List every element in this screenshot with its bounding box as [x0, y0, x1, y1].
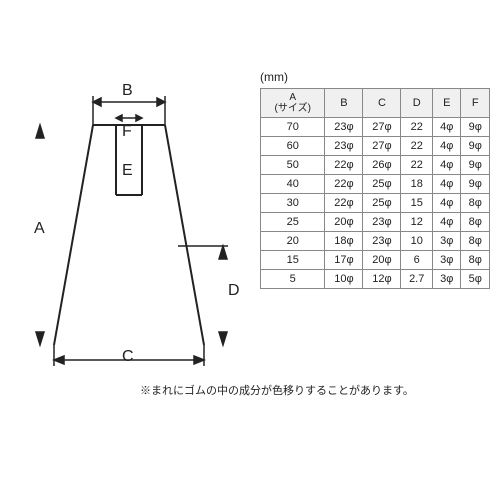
table-cell: 4φ — [433, 156, 461, 175]
table-cell: 15 — [401, 194, 433, 213]
table-cell: 15 — [261, 251, 325, 270]
table-row: 6023φ27φ224φ9φ — [261, 137, 490, 156]
table-cell: 18 — [401, 175, 433, 194]
diagram-svg — [18, 80, 248, 370]
table-row: 7023φ27φ224φ9φ — [261, 118, 490, 137]
table-cell: 23φ — [325, 137, 363, 156]
label-C: C — [122, 348, 134, 366]
dimension-table: A(サイズ) B C D E F 7023φ27φ224φ9φ6023φ27φ2… — [260, 88, 490, 289]
table-cell: 22 — [401, 156, 433, 175]
table-cell: 40 — [261, 175, 325, 194]
table-cell: 2.7 — [401, 270, 433, 289]
table-cell: 8φ — [461, 213, 490, 232]
table-cell: 25φ — [363, 175, 401, 194]
table-row: 2018φ23φ103φ8φ — [261, 232, 490, 251]
table-cell: 17φ — [325, 251, 363, 270]
unit-label: (mm) — [260, 70, 490, 84]
table-row: 4022φ25φ184φ9φ — [261, 175, 490, 194]
table-cell: 20φ — [325, 213, 363, 232]
table-cell: 5φ — [461, 270, 490, 289]
table-cell: 3φ — [433, 270, 461, 289]
footnote: ※まれにゴムの中の成分が色移りすることがあります。 — [140, 382, 414, 398]
table-cell: 4φ — [433, 213, 461, 232]
table-row: 3022φ25φ154φ8φ — [261, 194, 490, 213]
col-A: A(サイズ) — [261, 89, 325, 118]
label-A: A — [34, 220, 45, 238]
table-row: 1517φ20φ63φ8φ — [261, 251, 490, 270]
table-cell: 22φ — [325, 156, 363, 175]
col-C: C — [363, 89, 401, 118]
table-cell: 22φ — [325, 194, 363, 213]
table-cell: 60 — [261, 137, 325, 156]
dimension-table-block: (mm) A(サイズ) B C D E F 7023φ27φ224φ9φ6023… — [260, 70, 490, 289]
table-cell: 30 — [261, 194, 325, 213]
table-cell: 3φ — [433, 251, 461, 270]
col-B: B — [325, 89, 363, 118]
table-cell: 50 — [261, 156, 325, 175]
table-cell: 9φ — [461, 137, 490, 156]
table-cell: 8φ — [461, 251, 490, 270]
col-F: F — [461, 89, 490, 118]
table-cell: 25φ — [363, 194, 401, 213]
table-cell: 9φ — [461, 175, 490, 194]
label-B: B — [122, 82, 133, 100]
table-cell: 4φ — [433, 194, 461, 213]
table-cell: 18φ — [325, 232, 363, 251]
label-D: D — [228, 282, 240, 300]
table-header-row: A(サイズ) B C D E F — [261, 89, 490, 118]
table-cell: 12φ — [363, 270, 401, 289]
dimension-diagram: A B C D E F — [18, 80, 248, 370]
table-cell: 10φ — [325, 270, 363, 289]
table-row: 2520φ23φ124φ8φ — [261, 213, 490, 232]
table-cell: 9φ — [461, 156, 490, 175]
table-cell: 9φ — [461, 118, 490, 137]
table-cell: 4φ — [433, 175, 461, 194]
table-cell: 4φ — [433, 137, 461, 156]
col-D: D — [401, 89, 433, 118]
table-cell: 4φ — [433, 118, 461, 137]
table-cell: 6 — [401, 251, 433, 270]
label-F: F — [122, 123, 132, 141]
col-E: E — [433, 89, 461, 118]
table-cell: 8φ — [461, 194, 490, 213]
table-cell: 23φ — [325, 118, 363, 137]
table-cell: 22φ — [325, 175, 363, 194]
table-cell: 23φ — [363, 213, 401, 232]
table-cell: 3φ — [433, 232, 461, 251]
table-cell: 22 — [401, 137, 433, 156]
table-row: 510φ12φ2.73φ5φ — [261, 270, 490, 289]
table-row: 5022φ26φ224φ9φ — [261, 156, 490, 175]
table-cell: 25 — [261, 213, 325, 232]
table-cell: 8φ — [461, 232, 490, 251]
table-cell: 23φ — [363, 232, 401, 251]
table-cell: 70 — [261, 118, 325, 137]
table-body: 7023φ27φ224φ9φ6023φ27φ224φ9φ5022φ26φ224φ… — [261, 118, 490, 289]
table-cell: 5 — [261, 270, 325, 289]
table-cell: 27φ — [363, 137, 401, 156]
table-cell: 20φ — [363, 251, 401, 270]
table-cell: 20 — [261, 232, 325, 251]
table-cell: 26φ — [363, 156, 401, 175]
table-cell: 10 — [401, 232, 433, 251]
table-cell: 27φ — [363, 118, 401, 137]
table-cell: 22 — [401, 118, 433, 137]
table-cell: 12 — [401, 213, 433, 232]
label-E: E — [122, 162, 133, 180]
